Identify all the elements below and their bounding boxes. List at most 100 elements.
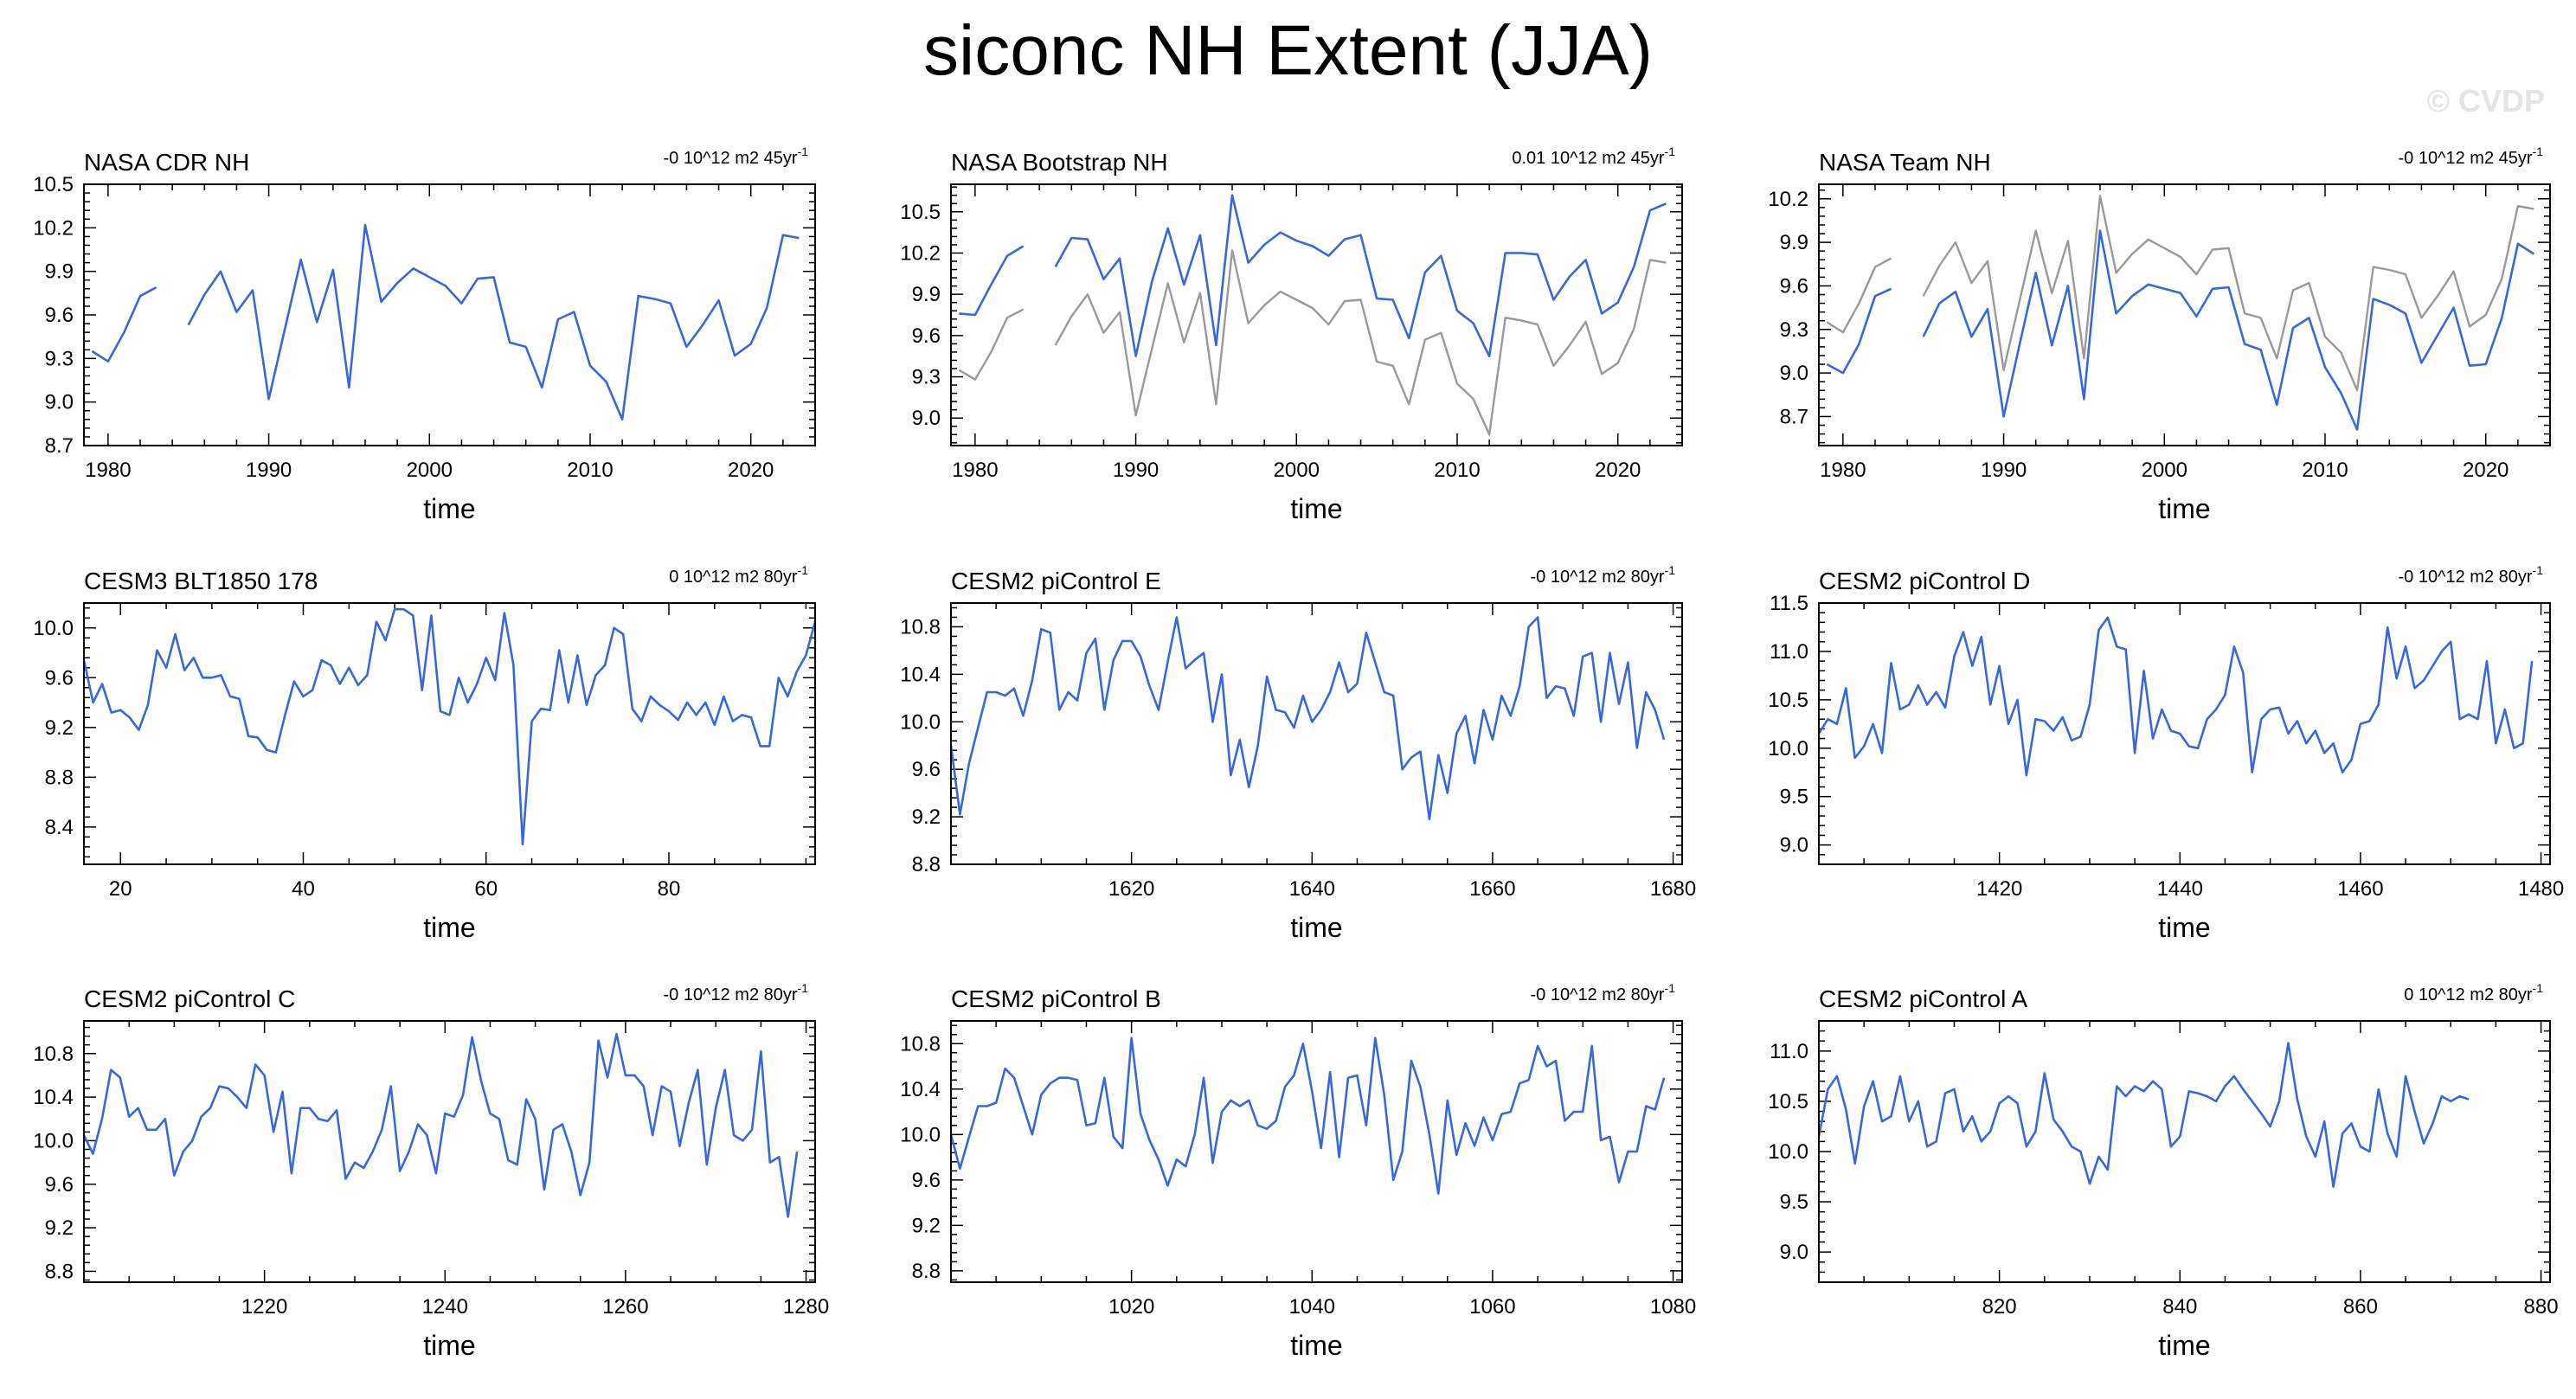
- series-line-primary: [949, 1036, 1666, 1195]
- chart-panel-5: CESM2 piControl E -0 10^12 m2 80yr-1 1620 1…: [900, 563, 1696, 943]
- x-tick-label: 1980: [85, 459, 131, 482]
- x-axis-label: time: [423, 1330, 475, 1361]
- trend-exponent: -1: [798, 144, 809, 158]
- y-tick-label: 9.9: [1780, 231, 1808, 254]
- plot-frame: [950, 183, 1683, 446]
- x-axis-label: time: [1290, 493, 1342, 524]
- y-tick-label: 9.3: [45, 347, 74, 370]
- panel-title: CESM2 piControl E: [951, 568, 1161, 594]
- trend-text: -0 10^12 m2 80yr: [664, 985, 798, 1004]
- chart-panel-1: NASA CDR NH -0 10^12 m2 45yr-1 1980 1990 200…: [33, 144, 816, 524]
- trend-exponent: -1: [798, 563, 809, 577]
- plot-frame: [83, 1020, 816, 1283]
- chart-panel-7: CESM2 piControl C -0 10^12 m2 80yr-1 1220 1…: [33, 981, 829, 1361]
- panel-title: CESM2 piControl A: [1819, 985, 2028, 1012]
- x-tick-label: 1020: [1108, 1295, 1154, 1319]
- trend-exponent: -1: [1665, 144, 1676, 158]
- trend-label: -0 10^12 m2 80yr-1: [1531, 563, 1676, 587]
- y-tick-label: 10.5: [900, 201, 941, 224]
- x-tick-label: 1240: [422, 1295, 468, 1319]
- trend-text: 0 10^12 m2 80yr: [669, 568, 798, 587]
- plot-frame: [1818, 183, 2551, 446]
- y-tick-label: 9.0: [1780, 362, 1808, 385]
- y-tick-label: 9.9: [912, 283, 941, 306]
- plot-frame: [950, 1020, 1683, 1283]
- x-tick-label: 1440: [2157, 877, 2203, 901]
- y-tick-label: 9.6: [1780, 274, 1808, 298]
- panel-title: NASA Bootstrap NH: [951, 149, 1168, 176]
- plot-frame: [1818, 1020, 2551, 1283]
- y-tick-label: 9.3: [1780, 318, 1808, 342]
- x-tick-label: 1080: [1650, 1295, 1696, 1319]
- x-tick-label: 1040: [1289, 1295, 1335, 1319]
- trend-label: 0 10^12 m2 80yr-1: [2404, 981, 2543, 1004]
- y-tick-label: 8.8: [912, 853, 941, 876]
- panel-title: CESM2 piControl B: [951, 985, 1161, 1012]
- chart-panel-4: CESM3 BLT1850 178 0 10^12 m2 80yr-1 20 40 60…: [33, 563, 817, 943]
- y-tick-label: 9.0: [45, 391, 74, 414]
- y-tick-label: 11.0: [1770, 1040, 1808, 1063]
- x-axis-label: time: [1290, 912, 1342, 943]
- x-tick-label: 2010: [2302, 459, 2348, 482]
- y-tick-label: 10.5: [33, 173, 74, 196]
- trend-text: 0 10^12 m2 80yr: [2404, 985, 2533, 1004]
- trend-exponent: -1: [2533, 144, 2544, 158]
- x-tick-label: 1990: [1981, 459, 2027, 482]
- plot-frame: [950, 602, 1683, 865]
- chart-panel-8: CESM2 piControl B -0 10^12 m2 80yr-1 1020 1…: [900, 981, 1696, 1361]
- y-tick-label: 8.7: [1780, 405, 1808, 428]
- y-tick-label: 10.2: [1768, 188, 1808, 211]
- trend-text: -0 10^12 m2 45yr: [664, 149, 798, 168]
- x-tick-label: 2020: [2463, 459, 2509, 482]
- y-tick-label: 9.3: [912, 366, 941, 389]
- y-tick-label: 9.2: [45, 716, 74, 740]
- y-tick-label: 8.8: [912, 1260, 941, 1283]
- x-tick-label: 1260: [602, 1295, 648, 1319]
- y-tick-label: 10.8: [900, 615, 941, 639]
- x-tick-label: 1220: [241, 1295, 287, 1319]
- panel-title: NASA Team NH: [1819, 149, 1991, 176]
- x-tick-label: 1640: [1289, 877, 1335, 901]
- x-axis-label: time: [2158, 493, 2210, 524]
- page-title: siconc NH Extent (JJA): [923, 11, 1653, 90]
- y-tick-label: 10.8: [33, 1043, 74, 1066]
- y-tick-label: 10.0: [1768, 1140, 1808, 1164]
- y-tick-label: 9.6: [45, 666, 74, 690]
- x-axis-label: time: [423, 493, 475, 524]
- x-tick-label: 1620: [1108, 877, 1154, 901]
- y-tick-label: 9.0: [1780, 1241, 1808, 1264]
- trend-label: -0 10^12 m2 45yr-1: [2399, 144, 2544, 168]
- x-tick-label: 1420: [1976, 877, 2022, 901]
- x-tick-label: 1280: [783, 1295, 829, 1319]
- x-tick-label: 820: [1982, 1295, 2017, 1319]
- x-tick-label: 2010: [567, 459, 613, 482]
- x-tick-label: 1980: [1820, 459, 1866, 482]
- trend-label: -0 10^12 m2 45yr-1: [664, 144, 809, 168]
- series-line-primary: [82, 607, 817, 846]
- y-tick-label: 8.7: [45, 434, 74, 458]
- panel-title: CESM2 piControl C: [84, 985, 295, 1012]
- y-tick-label: 9.2: [45, 1216, 74, 1240]
- chart-panel-6: CESM2 piControl D -0 10^12 m2 80yr-1 1420 1…: [1768, 563, 2564, 943]
- y-tick-label: 11.0: [1770, 640, 1808, 664]
- y-tick-label: 9.6: [45, 304, 74, 327]
- series-line-reference: [958, 249, 1667, 436]
- y-tick-label: 9.9: [45, 260, 74, 284]
- x-tick-label: 2020: [1595, 459, 1641, 482]
- x-tick-label: 840: [2162, 1295, 2197, 1319]
- series-line-reference: [1826, 195, 2534, 392]
- y-tick-label: 10.0: [900, 710, 941, 734]
- x-tick-label: 20: [109, 877, 132, 901]
- plot-frame: [83, 183, 816, 446]
- y-tick-label: 10.4: [900, 1078, 941, 1101]
- chart-panel-2: NASA Bootstrap NH 0.01 10^12 m2 45yr-1 198…: [900, 144, 1683, 524]
- trend-text: 0.01 10^12 m2 45yr: [1512, 149, 1665, 168]
- x-tick-label: 1460: [2337, 877, 2383, 901]
- panel-title: CESM2 piControl D: [1819, 568, 2030, 594]
- y-tick-label: 10.5: [1768, 689, 1808, 712]
- x-tick-label: 1680: [1650, 877, 1696, 901]
- y-tick-label: 10.0: [900, 1123, 941, 1146]
- y-tick-label: 9.2: [912, 1214, 941, 1237]
- x-axis-label: time: [2158, 912, 2210, 943]
